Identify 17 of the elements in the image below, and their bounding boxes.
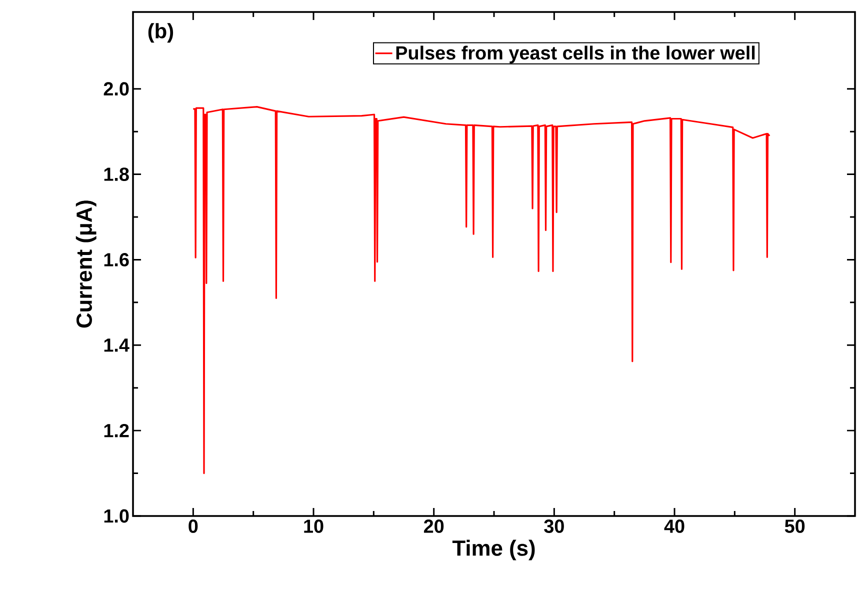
x-tick-label: 0 [188,520,198,533]
annotation: (b) [148,23,174,43]
x-tick-label: 10 [304,520,324,533]
y-tick-label: 1.4 [104,338,130,352]
x-axis-title: Time (s) [452,540,535,560]
y-tick-label: 1.6 [104,253,129,266]
x-tick-label: 50 [784,520,805,533]
y-axis-title: Current (μA) [76,200,96,328]
line-series [192,106,770,474]
y-tick-label: 1.2 [104,424,129,438]
legend-label: Pulses from yeast cells in the lower well [396,46,755,64]
y-tick-label: 2.0 [104,82,129,96]
y-tick-label: 1.0 [104,509,129,523]
x-tick-label: 30 [544,520,564,533]
x-tick-label: 40 [664,520,684,533]
x-tick-label: 20 [424,520,444,533]
y-tick-label: 1.8 [104,168,129,181]
